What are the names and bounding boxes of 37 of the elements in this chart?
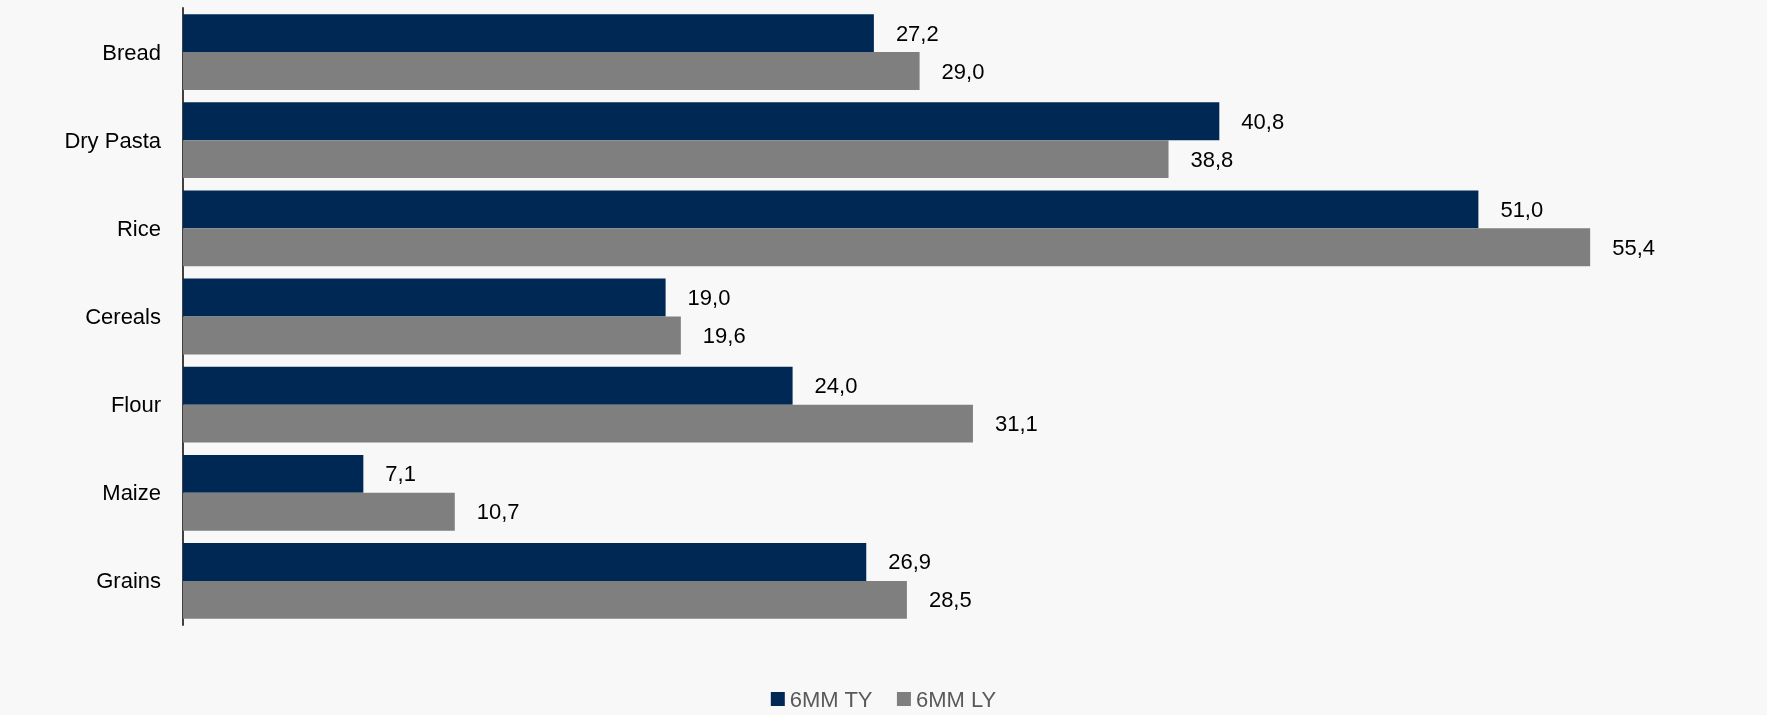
data-label: 29,0	[941, 58, 985, 84]
bar	[183, 190, 1479, 229]
y-tick-label: Flour	[110, 392, 161, 418]
y-tick-label: Cereals	[85, 304, 161, 329]
data-label: 19,6	[702, 322, 746, 348]
y-tick-label: Maize	[102, 480, 161, 506]
data-label: 28,5	[928, 587, 972, 613]
data-label: 38,8	[1190, 146, 1234, 172]
data-label: 26,9	[888, 549, 932, 575]
y-tick-label: Dry Pasta	[64, 127, 162, 153]
bar	[183, 580, 907, 619]
data-label: 27,2	[895, 20, 939, 46]
legend-label: 6MM LY	[915, 686, 997, 712]
bar	[183, 140, 1169, 179]
y-tick-label: Bread	[102, 39, 161, 65]
y-tick-label: Grains	[96, 568, 161, 594]
data-label: 51,0	[1500, 196, 1544, 222]
bar	[183, 543, 867, 581]
bar	[183, 492, 455, 531]
bar	[183, 278, 666, 317]
y-tick-label: Rice	[116, 215, 161, 241]
data-label: 10,7	[476, 499, 520, 525]
data-label: 19,0	[687, 285, 731, 311]
data-label: 55,4	[1612, 234, 1655, 260]
bar	[183, 228, 1591, 267]
bar	[183, 316, 681, 355]
bar	[183, 52, 920, 90]
bar	[183, 102, 1220, 141]
bar	[183, 366, 793, 405]
bar	[183, 454, 364, 493]
data-label: 7,1	[385, 461, 416, 487]
bar	[183, 14, 874, 53]
data-label: 40,8	[1241, 108, 1285, 134]
bar	[183, 404, 973, 443]
data-label: 31,1	[994, 411, 1038, 437]
legend-label: 6MM TY	[789, 686, 873, 712]
data-label: 24,0	[814, 373, 858, 399]
